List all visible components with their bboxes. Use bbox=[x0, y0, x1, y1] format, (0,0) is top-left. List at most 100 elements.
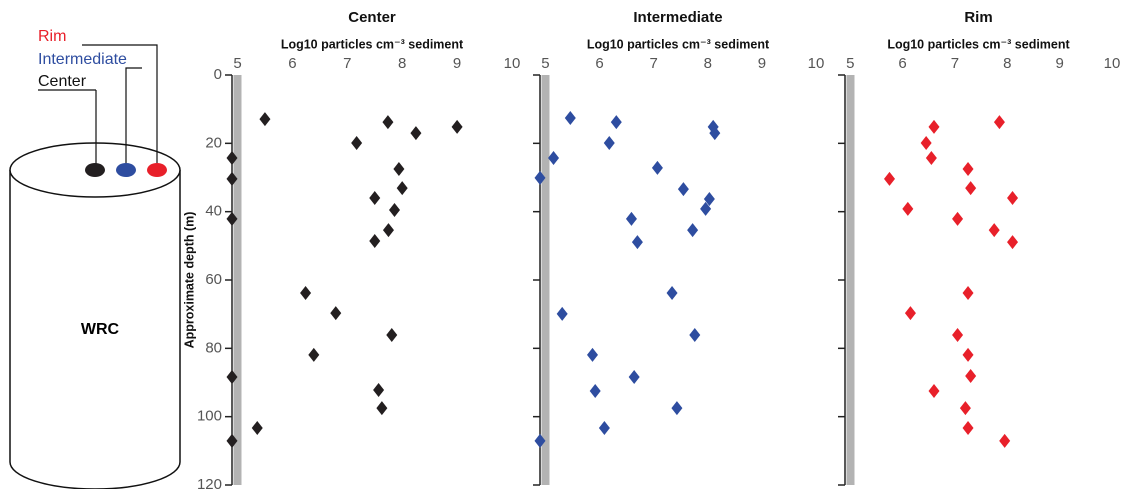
data-point bbox=[369, 191, 381, 205]
data-point bbox=[598, 420, 610, 435]
y-tick-label: 20 bbox=[205, 134, 222, 151]
data-point bbox=[351, 135, 363, 150]
data-point bbox=[393, 161, 405, 176]
data-point bbox=[628, 370, 640, 385]
y-tick-label: 100 bbox=[197, 408, 222, 425]
data-point bbox=[389, 202, 401, 217]
x-tick-label: 10 bbox=[1104, 55, 1121, 72]
limit-band bbox=[846, 75, 855, 485]
x-tick-label: 7 bbox=[951, 55, 959, 72]
data-point bbox=[226, 171, 238, 186]
data-point bbox=[1007, 235, 1019, 250]
data-point bbox=[962, 285, 974, 300]
x-tick-label: 7 bbox=[649, 55, 657, 72]
y-tick-label: 80 bbox=[205, 339, 222, 356]
panel-title: Rim bbox=[964, 9, 992, 26]
data-point bbox=[226, 370, 238, 385]
x-tick-label: 7 bbox=[343, 55, 351, 72]
data-point bbox=[904, 306, 916, 321]
x-tick-label: 8 bbox=[1003, 55, 1011, 72]
data-point bbox=[625, 211, 637, 226]
data-point bbox=[396, 181, 408, 196]
site-label: Center bbox=[38, 73, 87, 90]
core-label: WRC bbox=[81, 321, 120, 338]
data-point bbox=[603, 135, 615, 150]
x-tick-label: 6 bbox=[288, 55, 296, 72]
x-tick-label: 9 bbox=[453, 55, 461, 72]
data-point bbox=[651, 160, 663, 175]
data-point bbox=[226, 151, 238, 166]
data-point bbox=[689, 328, 701, 343]
data-point bbox=[687, 223, 699, 238]
panel-title: Center bbox=[348, 9, 396, 26]
x-axis-label: Log10 particles cm⁻³ sediment bbox=[281, 37, 464, 51]
site-label: Intermediate bbox=[38, 51, 127, 68]
panel: Rim Log10 particles cm⁻³ sediment 5 6 7 8 9 10 bbox=[838, 9, 1121, 486]
x-tick-label: 9 bbox=[1055, 55, 1063, 72]
data-point bbox=[952, 328, 964, 343]
data-point bbox=[671, 401, 683, 416]
data-point bbox=[965, 369, 977, 384]
data-point bbox=[666, 285, 678, 300]
x-tick-label: 9 bbox=[758, 55, 766, 72]
data-point bbox=[703, 192, 715, 207]
x-tick-label: 5 bbox=[233, 55, 241, 72]
data-point bbox=[962, 420, 974, 435]
data-point bbox=[556, 306, 568, 321]
x-tick-label: 5 bbox=[541, 55, 549, 72]
data-point bbox=[451, 119, 463, 134]
data-point bbox=[251, 420, 263, 435]
data-point bbox=[534, 433, 546, 448]
data-point bbox=[902, 201, 914, 216]
panel: Intermediate Log10 particles cm⁻³ sedimen… bbox=[533, 9, 825, 486]
data-point bbox=[677, 182, 689, 197]
data-point bbox=[631, 235, 643, 250]
data-point bbox=[410, 126, 422, 141]
site-dot bbox=[147, 163, 167, 177]
data-point bbox=[226, 433, 238, 448]
data-point bbox=[589, 384, 601, 399]
data-point bbox=[369, 234, 381, 249]
x-axis-label: Log10 particles cm⁻³ sediment bbox=[887, 37, 1070, 51]
x-tick-label: 10 bbox=[504, 55, 521, 72]
data-point bbox=[382, 115, 394, 130]
data-point bbox=[709, 126, 721, 141]
x-axis-label: Log10 particles cm⁻³ sediment bbox=[587, 37, 770, 51]
data-point bbox=[952, 211, 964, 226]
data-point bbox=[548, 151, 560, 166]
x-tick-label: 8 bbox=[398, 55, 406, 72]
data-point bbox=[884, 171, 895, 186]
y-tick-label: 0 bbox=[214, 66, 222, 83]
data-point bbox=[928, 119, 940, 134]
leader-line bbox=[125, 67, 142, 164]
limit-band bbox=[541, 75, 550, 485]
x-tick-label: 5 bbox=[846, 55, 854, 72]
x-tick-label: 6 bbox=[898, 55, 906, 72]
y-axis-label: Approximate depth (m) bbox=[182, 212, 196, 349]
data-point bbox=[928, 384, 940, 399]
site-dot bbox=[85, 163, 105, 177]
data-point bbox=[226, 211, 238, 226]
y-tick-label: 60 bbox=[205, 271, 222, 288]
data-point bbox=[988, 223, 1000, 238]
x-tick-label: 8 bbox=[704, 55, 712, 72]
y-tick-label: 120 bbox=[197, 476, 222, 489]
data-point bbox=[564, 111, 576, 126]
data-point bbox=[610, 115, 622, 130]
x-tick-label: 10 bbox=[808, 55, 825, 72]
data-point bbox=[959, 401, 971, 416]
site-dot bbox=[116, 163, 136, 177]
data-point bbox=[308, 347, 320, 362]
data-point bbox=[965, 181, 977, 196]
data-point bbox=[1007, 191, 1019, 205]
data-point bbox=[586, 347, 598, 362]
data-point bbox=[999, 433, 1011, 448]
data-point bbox=[373, 383, 385, 398]
x-tick-label: 6 bbox=[595, 55, 603, 72]
data-point bbox=[382, 223, 394, 238]
data-point bbox=[534, 170, 546, 185]
data-point bbox=[993, 115, 1005, 130]
data-point bbox=[259, 112, 271, 127]
